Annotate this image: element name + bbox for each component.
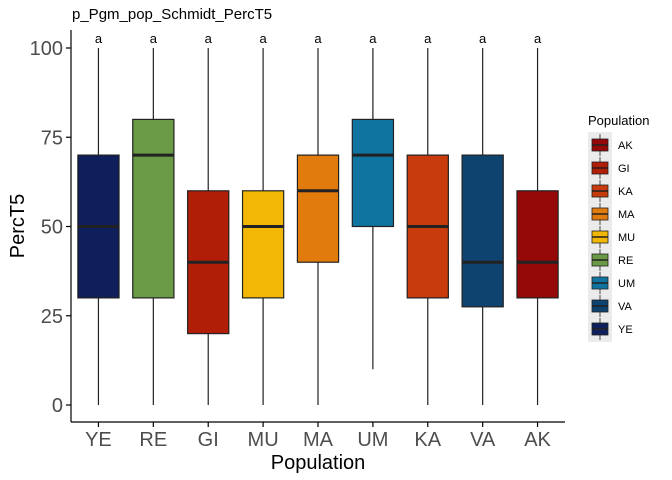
y-ticks: 0 25 50 75 100: [30, 38, 71, 417]
legend-label: AK: [618, 140, 633, 152]
x-tick-label: YE: [85, 429, 112, 451]
group-label: a: [424, 31, 432, 46]
y-tick-label: 25: [41, 306, 63, 328]
box-ka: a: [406, 31, 449, 405]
x-tick-label: KA: [414, 429, 441, 451]
group-label: a: [259, 31, 267, 46]
box-body: [241, 190, 285, 299]
box-ak: a: [516, 31, 559, 405]
x-tick-label: VA: [470, 429, 496, 451]
legend-label: MU: [618, 232, 635, 244]
legend: Population AK GI KA MA MU RE UM VA YE: [588, 113, 649, 342]
box-ma: a: [296, 31, 340, 405]
y-tick-label: 100: [30, 38, 63, 60]
box-ye: a: [77, 31, 120, 405]
legend-items: AK GI KA MA MU RE UM VA YE: [591, 134, 635, 340]
legend-label: VA: [618, 301, 633, 313]
y-axis-label: PercT5: [7, 194, 29, 258]
box-gi: a: [187, 31, 230, 405]
box-um: a: [351, 31, 395, 370]
group-label: a: [369, 31, 377, 46]
group-label: a: [95, 31, 103, 46]
group-label: a: [479, 31, 487, 46]
legend-label: GI: [618, 163, 630, 175]
x-tick-label: UM: [357, 429, 388, 451]
x-tick-label: AK: [524, 429, 551, 451]
group-label: a: [205, 31, 213, 46]
chart-title: p_Pgm_pop_Schmidt_PercT5: [72, 6, 272, 23]
y-tick-label: 0: [52, 395, 63, 417]
group-label: a: [534, 31, 542, 46]
legend-label: RE: [618, 255, 633, 267]
box-mu: a: [241, 31, 285, 405]
box-re: a: [132, 31, 175, 405]
x-ticks: YE RE GI MU MA UM KA VA AK: [85, 422, 552, 451]
y-tick-label: 50: [41, 217, 63, 239]
legend-label: KA: [618, 186, 633, 198]
x-axis-label: Population: [271, 452, 366, 474]
box-body: [516, 190, 559, 299]
x-tick-label: MU: [248, 429, 279, 451]
box-body: [351, 118, 395, 228]
box-body: [132, 118, 175, 299]
x-tick-label: MA: [303, 429, 334, 451]
group-label: a: [150, 31, 158, 46]
legend-label: UM: [618, 278, 635, 290]
legend-label: YE: [618, 324, 633, 336]
box-body: [296, 154, 340, 263]
box-va: a: [461, 31, 504, 405]
legend-title: Population: [588, 113, 649, 128]
x-tick-label: RE: [139, 429, 167, 451]
x-tick-label: GI: [198, 429, 219, 451]
group-label: a: [314, 31, 322, 46]
box-body: [461, 154, 504, 308]
y-tick-label: 75: [41, 127, 63, 149]
legend-label: MA: [618, 209, 635, 221]
